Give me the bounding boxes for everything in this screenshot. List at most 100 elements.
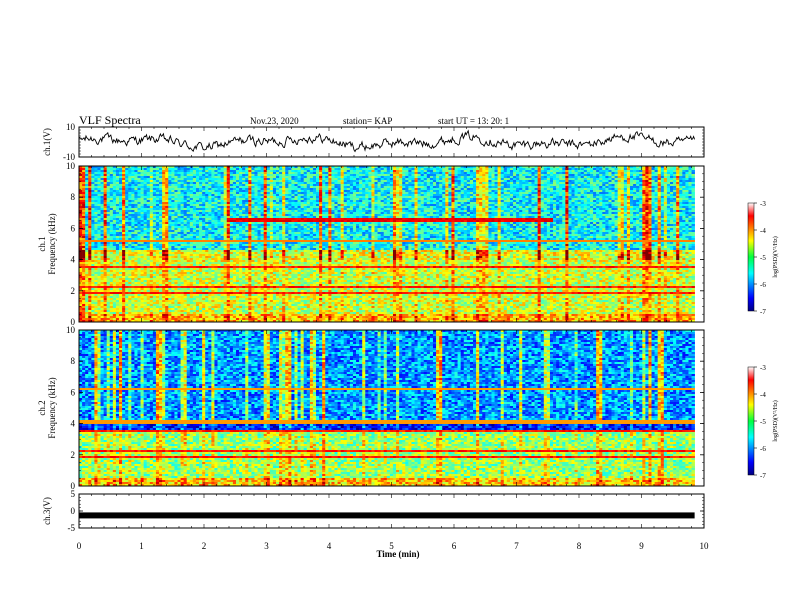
spectrogram-cell bbox=[580, 208, 585, 211]
spectrogram-cell bbox=[673, 184, 677, 187]
spectrogram-cell bbox=[556, 206, 560, 209]
spectrogram-cell bbox=[476, 214, 480, 217]
spectrogram-cell bbox=[439, 184, 443, 187]
spectrogram-cell bbox=[392, 206, 397, 209]
spectrogram-cell bbox=[405, 178, 409, 181]
spectrogram-cell bbox=[451, 182, 455, 185]
spectrogram-cell bbox=[506, 178, 511, 181]
spectrogram-cell bbox=[663, 186, 668, 189]
spectrogram-cell bbox=[226, 190, 231, 193]
spectrogram-cell bbox=[168, 190, 172, 193]
spectrogram-cell bbox=[97, 204, 101, 207]
spectrogram-cell bbox=[423, 192, 428, 195]
spectrogram-cell bbox=[192, 166, 197, 169]
spectrogram-cell bbox=[448, 212, 452, 215]
spectrogram-cell bbox=[322, 182, 326, 185]
spectrogram-cell bbox=[396, 204, 400, 207]
spectrogram-cell bbox=[666, 198, 671, 201]
spectrogram-cell bbox=[303, 206, 308, 209]
spectrogram-cell bbox=[651, 180, 655, 183]
spectrogram-cell bbox=[685, 210, 689, 213]
spectrogram-cell bbox=[303, 200, 308, 203]
spectrogram-cell bbox=[125, 196, 129, 199]
spectrogram-cell bbox=[648, 182, 652, 185]
spectrogram-cell bbox=[334, 172, 338, 175]
spectrogram-cell bbox=[617, 180, 622, 183]
spectrogram-cell bbox=[162, 186, 166, 189]
spectrogram-cell bbox=[106, 166, 111, 169]
spectrogram-cell bbox=[266, 206, 271, 209]
spectrogram-cell bbox=[162, 200, 166, 203]
spectrogram-cell bbox=[143, 206, 148, 209]
spectrogram-cell bbox=[386, 174, 391, 177]
spectrogram-cell bbox=[688, 168, 692, 171]
spectrogram-cell bbox=[556, 172, 560, 175]
spectrogram-cell bbox=[162, 170, 166, 173]
spectrogram-cell bbox=[251, 186, 255, 189]
spectrogram-cell bbox=[519, 200, 523, 203]
spectrogram-cell bbox=[488, 176, 492, 179]
spectrogram-cell bbox=[642, 170, 646, 173]
spectrogram-cell bbox=[232, 202, 237, 205]
spectrogram-cell bbox=[568, 168, 572, 171]
spectrogram-cell bbox=[593, 192, 597, 195]
spectrogram-cell bbox=[331, 196, 335, 199]
spectrogram-cell bbox=[436, 198, 440, 201]
spectrogram-cell bbox=[602, 186, 606, 189]
spectrogram-cell bbox=[149, 178, 154, 181]
spectrogram-cell bbox=[155, 212, 160, 215]
spectrogram-cell bbox=[288, 212, 292, 215]
spectrogram-cell bbox=[479, 176, 483, 179]
spectrogram-cell bbox=[491, 190, 495, 193]
spectrogram-cell bbox=[497, 172, 502, 175]
spectrogram-cell bbox=[568, 180, 572, 183]
spectrogram-cell bbox=[386, 198, 391, 201]
spectrogram-cell bbox=[337, 190, 341, 193]
spectrogram-cell bbox=[82, 170, 86, 173]
spectrogram-cell bbox=[272, 180, 277, 183]
spectrogram-cell bbox=[229, 190, 234, 193]
spectrogram-cell bbox=[180, 168, 184, 171]
spectrogram-cell bbox=[359, 180, 363, 183]
spectrogram-cell bbox=[608, 194, 612, 197]
spectrogram-cell bbox=[131, 190, 135, 193]
spectrogram-cell bbox=[149, 206, 154, 209]
spectrogram-cell bbox=[586, 172, 591, 175]
spectrogram-cell bbox=[128, 190, 132, 193]
spectrogram-cell bbox=[263, 178, 268, 181]
spectrogram-cell bbox=[368, 198, 372, 201]
spectrogram-cell bbox=[368, 200, 372, 203]
spectrogram-cell bbox=[285, 202, 289, 205]
spectrogram-cell bbox=[577, 182, 582, 185]
spectrogram-cell bbox=[386, 188, 391, 191]
spectrogram-cell bbox=[211, 206, 215, 209]
spectrogram-cell bbox=[331, 174, 335, 177]
spectrogram-cell bbox=[377, 208, 381, 211]
spectrogram-cell bbox=[356, 196, 360, 199]
spectrogram-cell bbox=[165, 194, 169, 197]
spectrogram-cell bbox=[331, 202, 335, 205]
spectrogram-cell bbox=[623, 210, 628, 213]
spectrogram-cell bbox=[396, 166, 400, 169]
spectrogram-cell bbox=[386, 170, 391, 173]
spectrogram-cell bbox=[177, 168, 181, 171]
spectrogram-cell bbox=[183, 190, 188, 193]
spectrogram-cell bbox=[282, 192, 286, 195]
spectrogram-cell bbox=[180, 198, 184, 201]
spectrogram-cell bbox=[516, 180, 520, 183]
spectrogram-cell bbox=[596, 182, 600, 185]
spectrogram-cell bbox=[503, 196, 508, 199]
spectrogram-cell bbox=[131, 196, 135, 199]
spectrogram-cell bbox=[362, 172, 366, 175]
spectrogram-cell bbox=[229, 206, 234, 209]
spectrogram-cell bbox=[565, 190, 569, 193]
spectrogram-cell bbox=[460, 176, 465, 179]
spectrogram-cell bbox=[497, 168, 502, 171]
spectrogram-cell bbox=[106, 192, 111, 195]
spectrogram-cell bbox=[494, 168, 498, 171]
spectrogram-cell bbox=[580, 168, 585, 171]
spectrogram-cell bbox=[155, 168, 160, 171]
spectrogram-cell bbox=[217, 182, 221, 185]
spectrogram-cell bbox=[417, 206, 421, 209]
spectrogram-cell bbox=[506, 190, 511, 193]
